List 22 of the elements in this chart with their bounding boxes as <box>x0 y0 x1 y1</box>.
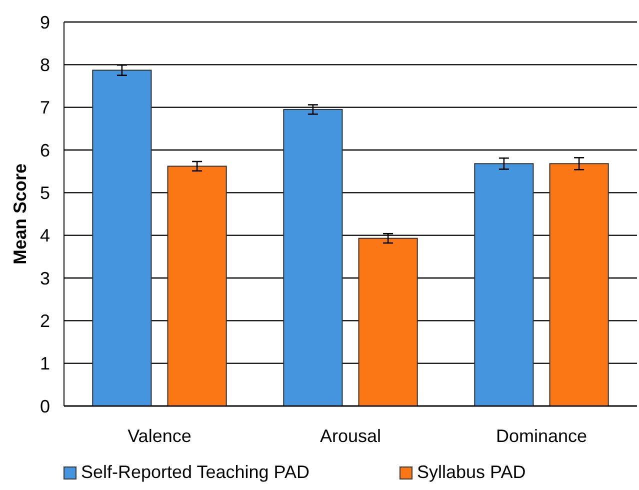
x-tick-label: Arousal <box>320 426 382 446</box>
bar <box>358 238 418 406</box>
y-tick-label: 2 <box>40 310 50 331</box>
bar <box>92 70 152 406</box>
x-tick-label: Dominance <box>496 426 588 446</box>
bar <box>549 163 609 406</box>
y-tick-label: 3 <box>40 268 50 288</box>
bar <box>283 108 343 406</box>
y-tick-label: 1 <box>40 354 50 374</box>
y-tick-label: 8 <box>40 54 50 75</box>
y-tick-label: 6 <box>40 140 50 160</box>
bar <box>474 163 534 406</box>
y-tick-label: 0 <box>40 396 50 416</box>
y-tick-label: 9 <box>40 12 50 32</box>
y-tick-label: 5 <box>40 182 50 203</box>
y-axis-title: Mean Score <box>10 163 30 265</box>
legend-label: Syllabus PAD <box>417 462 526 482</box>
y-tick-label: 7 <box>40 98 50 118</box>
bar <box>167 166 227 406</box>
y-tick-label: 4 <box>40 226 50 246</box>
x-tick-label: Valence <box>128 426 192 446</box>
legend-label: Self-Reported Teaching PAD <box>81 462 310 482</box>
